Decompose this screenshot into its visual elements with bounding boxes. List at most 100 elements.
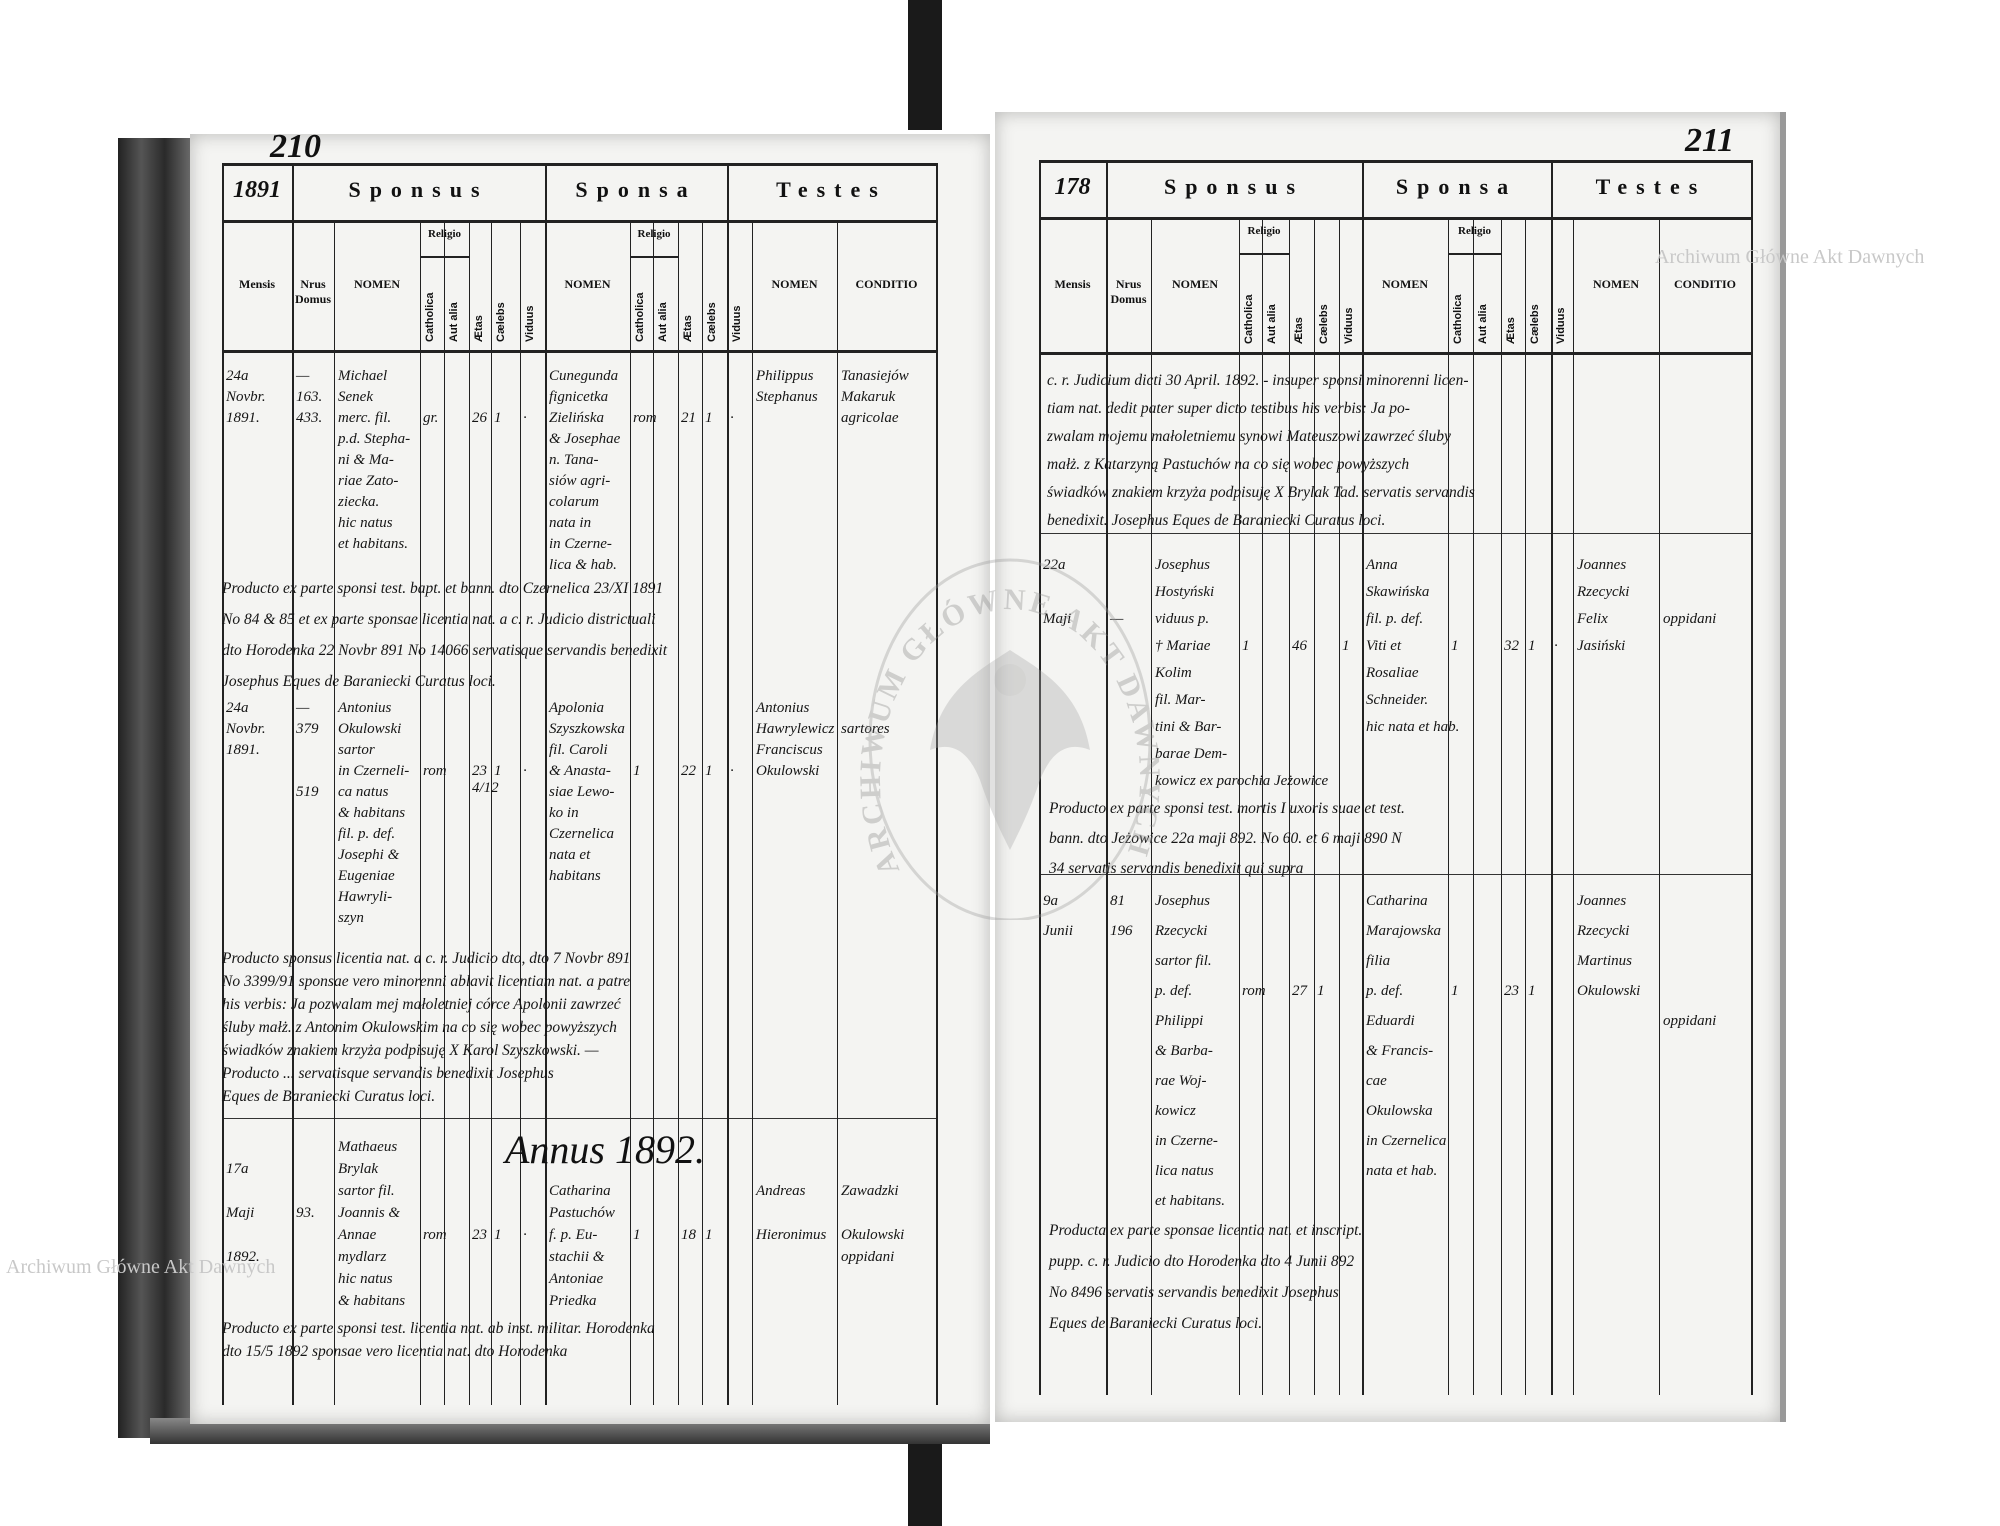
entry-a-caelebs: 1 bbox=[705, 763, 713, 779]
column-line bbox=[702, 220, 703, 1405]
note-line: Producto ex parte sponsi test. bapt. et … bbox=[222, 580, 664, 597]
entry-s-caelebs: 1 bbox=[494, 763, 502, 779]
note-line: 34 servatis servandis benedixit qui supr… bbox=[1049, 860, 1304, 877]
testes-name: Hieronimus bbox=[756, 1227, 827, 1243]
testes-name: Felix bbox=[1577, 611, 1608, 627]
header-viduus: Viduus bbox=[1343, 307, 1355, 344]
religio-rule bbox=[1239, 253, 1289, 255]
right-page bbox=[995, 112, 1786, 1422]
entry-s-rel: rom bbox=[423, 1227, 447, 1243]
column-line bbox=[1362, 160, 1364, 1395]
column-line bbox=[1151, 217, 1152, 1395]
testes-name: Antonius bbox=[756, 700, 810, 716]
sponsus-name: sartor fil. bbox=[338, 1183, 395, 1199]
note-line: Producto sponsus licentia nat. a c. r. J… bbox=[222, 950, 631, 967]
sponsus-name: lica natus bbox=[1155, 1163, 1214, 1179]
header-sponsa: Sponsa bbox=[575, 177, 697, 202]
entry-a-viduus: · bbox=[730, 410, 734, 426]
sponsa-name: f. p. Eu- bbox=[549, 1227, 598, 1243]
column-line bbox=[469, 220, 470, 1405]
entry-s-aetas: 23 4/12 bbox=[472, 763, 499, 796]
header-catholica: Catholica bbox=[1452, 294, 1464, 344]
header-nrus-domus: Nrus Domus bbox=[294, 277, 331, 306]
sponsus-name: Michael bbox=[338, 368, 388, 384]
column-line bbox=[837, 220, 838, 1405]
sponsus-name: & habitans bbox=[338, 805, 406, 821]
sponsus-name: Philippi bbox=[1155, 1013, 1204, 1029]
entry-separator bbox=[1039, 533, 1751, 534]
entry-a-rel: 1 bbox=[633, 763, 641, 779]
entry-s-aetas: 27 bbox=[1292, 983, 1307, 999]
header-testes: Testes bbox=[776, 177, 887, 202]
entry-s-rel: rom bbox=[1242, 983, 1266, 999]
sponsa-name: siów agri- bbox=[549, 473, 611, 489]
sponsa-name: Anna bbox=[1366, 557, 1398, 573]
header-sponsa-nomen: NOMEN bbox=[564, 277, 611, 291]
sponsus-name: fil. p. def. bbox=[338, 826, 396, 842]
header-testes: Testes bbox=[1595, 174, 1707, 199]
sponsus-name: p. def. bbox=[1155, 983, 1193, 999]
column-line bbox=[1525, 217, 1526, 1395]
sponsus-name: † Mariae bbox=[1155, 638, 1211, 654]
entry-house-number: 163. bbox=[296, 389, 323, 405]
sponsa-name: Okulowska bbox=[1366, 1103, 1433, 1119]
sponsa-name: lica & hab. bbox=[549, 557, 617, 573]
entry-house-number: — bbox=[296, 700, 310, 716]
column-line bbox=[520, 220, 521, 1405]
entry-date: 22a bbox=[1043, 557, 1066, 573]
note-line: bann. dto Jeżowice 22a maji 892. No 60. … bbox=[1049, 830, 1402, 847]
entry-date: 24a bbox=[226, 700, 249, 716]
entry-house-number: 196 bbox=[1110, 923, 1133, 939]
note-line: benedixit. Josephus Eques de Baraniecki … bbox=[1047, 512, 1386, 529]
entry-s-rel: 1 bbox=[1242, 638, 1250, 654]
testes-name: Stephanus bbox=[756, 389, 818, 405]
column-line bbox=[444, 220, 445, 1405]
sponsa-name: fil. Caroli bbox=[549, 742, 608, 758]
sponsus-name: ziecka. bbox=[338, 494, 380, 510]
testes-name: Okulowski bbox=[1577, 983, 1641, 999]
header-conditio: CONDITIO bbox=[855, 277, 918, 291]
sponsa-name: Szyszkowska bbox=[549, 721, 625, 737]
religio-rule bbox=[1448, 253, 1501, 255]
sponsus-name: hic natus bbox=[338, 515, 393, 531]
entry-s-rel: gr. bbox=[423, 410, 439, 426]
sponsus-name: Josephus bbox=[1155, 893, 1210, 909]
testes-name: Philippus bbox=[756, 368, 814, 384]
sponsa-name: nata et bbox=[549, 847, 591, 863]
entry-date: 24a bbox=[226, 368, 249, 384]
header-aetas: Ætas bbox=[473, 315, 485, 342]
left-page-number: 210 bbox=[270, 128, 321, 165]
testes-conditio: Zawadzki bbox=[841, 1183, 899, 1199]
column-line bbox=[752, 220, 753, 1405]
watermark-bottom-left: Archiwum Główne Akt Dawnych bbox=[6, 1256, 276, 1278]
sponsa-name: Schneider. bbox=[1366, 692, 1429, 708]
sponsus-name: tini & Bar- bbox=[1155, 719, 1222, 735]
column-line bbox=[1262, 217, 1263, 1395]
testes-name: Martinus bbox=[1577, 953, 1633, 969]
sponsus-name: Hawryli- bbox=[338, 889, 393, 905]
entry-s-caelebs: 1 bbox=[1317, 983, 1325, 999]
entry-date: Novbr. bbox=[226, 721, 266, 737]
sponsus-name: szyn bbox=[338, 910, 364, 926]
entry-a-viduus: · bbox=[1554, 638, 1558, 654]
watermark-top-right: Archiwum Główne Akt Dawnych bbox=[1655, 246, 1925, 268]
entry-separator bbox=[1039, 874, 1751, 875]
sponsa-name: hic nata et hab. bbox=[1366, 719, 1460, 735]
sponsa-name: siae Lewo- bbox=[549, 784, 615, 800]
header-aetas: Ætas bbox=[1293, 317, 1305, 344]
column-line bbox=[1289, 217, 1290, 1395]
sponsus-name: Josephi & bbox=[338, 847, 400, 863]
table-rule bbox=[222, 163, 936, 166]
sponsus-name: sartor bbox=[338, 742, 375, 758]
sponsus-name: fil. Mar- bbox=[1155, 692, 1206, 708]
annus-heading: Annus 1892. bbox=[505, 1127, 705, 1172]
sponsus-name: Hostyński bbox=[1155, 584, 1215, 600]
note-line: Producto ... servatisque servandis bened… bbox=[222, 1065, 554, 1082]
sponsa-name: fil. p. def. bbox=[1366, 611, 1424, 627]
sponsus-name: in Czerne- bbox=[1155, 1133, 1218, 1149]
header-year: 1891 bbox=[233, 177, 281, 203]
column-line bbox=[1106, 160, 1108, 1395]
sponsa-name: Catharina bbox=[549, 1183, 611, 1199]
sponsus-name: rae Woj- bbox=[1155, 1073, 1207, 1089]
note-line: świadków znakiem krzyża podpisuję X Bryl… bbox=[1047, 484, 1475, 501]
